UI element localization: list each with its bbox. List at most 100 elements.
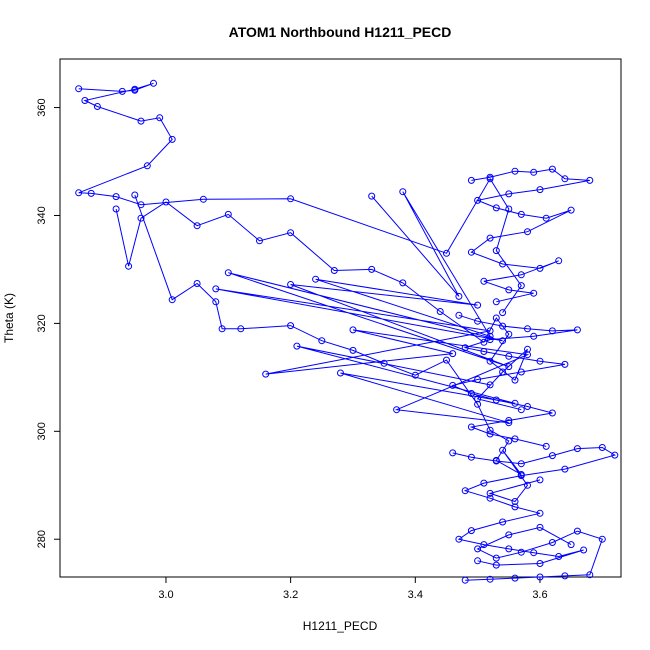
- data-point: [573, 527, 581, 535]
- data-point: [168, 296, 176, 304]
- x-axis-label: H1211_PECD: [303, 619, 378, 633]
- data-point: [511, 376, 519, 384]
- data-point: [511, 435, 519, 443]
- data-point: [467, 248, 475, 256]
- data-point: [561, 572, 569, 580]
- data-point: [118, 87, 126, 95]
- x-tick-label: 3.6: [532, 589, 547, 601]
- data-point: [237, 325, 245, 333]
- data-point: [256, 237, 263, 245]
- data-point: [492, 554, 500, 562]
- data-point: [486, 173, 494, 181]
- data-point: [548, 539, 556, 546]
- data-point: [218, 325, 226, 333]
- data-point: [293, 342, 301, 350]
- data-point: [131, 191, 139, 199]
- data-point: [505, 330, 513, 338]
- data-point: [143, 162, 151, 170]
- data-point: [150, 79, 157, 87]
- data-point: [81, 97, 89, 104]
- data-point: [517, 282, 525, 290]
- data-point: [455, 311, 463, 319]
- data-point: [492, 457, 500, 465]
- data-point: [511, 399, 519, 407]
- data-point: [536, 186, 544, 194]
- x-axis: 3.0 3.2 3.4 3.6: [158, 576, 548, 601]
- data-point: [505, 205, 513, 213]
- data-point: [480, 277, 488, 285]
- data-point: [561, 465, 569, 473]
- data-point: [598, 535, 606, 543]
- data-point: [193, 280, 201, 287]
- data-point: [505, 286, 513, 294]
- series-line: [115, 201, 528, 411]
- data-point: [517, 368, 525, 376]
- data-point: [486, 494, 494, 502]
- data-point: [125, 262, 133, 270]
- data-point: [517, 271, 525, 279]
- y-tick-label: 340: [36, 206, 48, 224]
- data-point: [517, 406, 525, 414]
- data-point: [530, 332, 538, 340]
- data-point: [467, 423, 475, 431]
- data-point: [212, 298, 220, 306]
- x-tick-label: 3.2: [283, 589, 298, 601]
- data-point: [474, 557, 482, 565]
- data-point: [87, 189, 95, 197]
- data-point: [524, 325, 531, 333]
- data-point: [505, 419, 513, 427]
- data-point: [224, 269, 232, 277]
- data-point: [486, 426, 494, 434]
- data-point: [517, 460, 525, 468]
- data-point: [349, 346, 357, 354]
- series-northbound-upper-descent: [75, 79, 525, 317]
- data-point: [486, 430, 494, 438]
- data-point: [131, 85, 139, 93]
- data-point: [524, 345, 531, 353]
- data-point: [536, 560, 544, 567]
- data-point: [474, 400, 482, 408]
- y-tick-label: 300: [36, 422, 48, 440]
- data-point: [411, 371, 419, 379]
- data-point: [505, 531, 513, 539]
- data-point: [499, 446, 507, 454]
- data-point: [393, 406, 401, 414]
- data-point: [530, 549, 538, 557]
- data-point: [368, 192, 376, 200]
- data-point: [536, 264, 544, 272]
- data-point: [492, 204, 500, 212]
- data-point: [75, 85, 83, 93]
- data-point: [536, 573, 544, 581]
- data-point: [511, 498, 519, 505]
- data-point: [486, 332, 494, 340]
- data-point: [548, 452, 556, 460]
- y-tick-label: 280: [36, 530, 48, 548]
- data-point: [530, 168, 538, 176]
- data-point: [486, 489, 494, 497]
- data-point: [486, 381, 494, 389]
- data-point: [212, 285, 220, 293]
- data-point: [330, 267, 338, 274]
- data-point: [561, 175, 569, 183]
- y-tick-label: 360: [36, 98, 48, 116]
- series-aircraft-cluster-high: [467, 165, 594, 306]
- data-point: [586, 176, 594, 184]
- data-point: [399, 188, 407, 196]
- y-axis-label: Theta (K): [2, 293, 16, 343]
- data-point: [168, 135, 176, 143]
- data-point: [137, 214, 145, 222]
- data-point: [137, 117, 145, 125]
- data-point: [93, 103, 101, 110]
- data-point: [287, 281, 295, 288]
- series-line: [134, 194, 541, 503]
- data-point: [536, 357, 544, 365]
- data-point: [517, 548, 525, 556]
- data-point: [524, 351, 531, 359]
- data-point: [443, 249, 450, 257]
- x-tick-label: 3.0: [158, 589, 173, 601]
- series-cross-layer-jumps: [212, 188, 531, 427]
- data-point: [467, 176, 475, 184]
- data-point: [573, 445, 581, 453]
- data-point: [555, 553, 563, 560]
- series-line: [451, 314, 578, 447]
